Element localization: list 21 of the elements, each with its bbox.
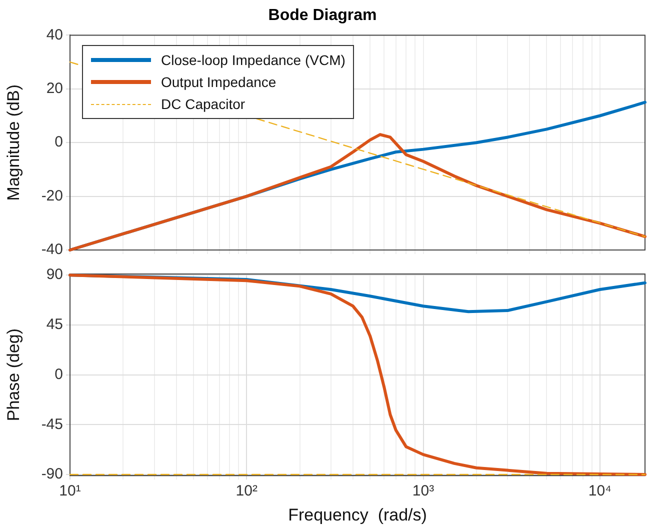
x-tick-label: 10² [236, 482, 258, 500]
y-axis-title: Magnitude (dB) [4, 84, 23, 201]
y-tick-label: -90 [41, 466, 63, 483]
x-tick-label: 10³ [412, 482, 434, 500]
y-tick-label: 45 [46, 316, 63, 334]
y-tick-label: -45 [41, 416, 63, 433]
y-tick-label: 40 [46, 26, 63, 44]
legend-label: DC Capacitor [161, 96, 246, 112]
y-tick-label: 20 [46, 80, 63, 98]
x-tick-label: 10¹ [59, 482, 81, 500]
y-tick-label: -40 [41, 241, 63, 258]
y-tick-label: -20 [41, 187, 63, 204]
legend-label: Close-loop Impedance (VCM) [161, 52, 346, 68]
x-tick-label: 10⁴ [588, 482, 612, 500]
chart-title: Bode Diagram [268, 7, 377, 24]
y-tick-label: 0 [54, 366, 63, 383]
y-tick-label: 90 [46, 266, 63, 284]
y-axis-title: Phase (deg) [4, 328, 23, 422]
y-tick-label: 0 [54, 134, 63, 151]
x-axis-title: Frequency (rad/s) [288, 505, 427, 524]
legend-label: Output Impedance [161, 74, 276, 90]
